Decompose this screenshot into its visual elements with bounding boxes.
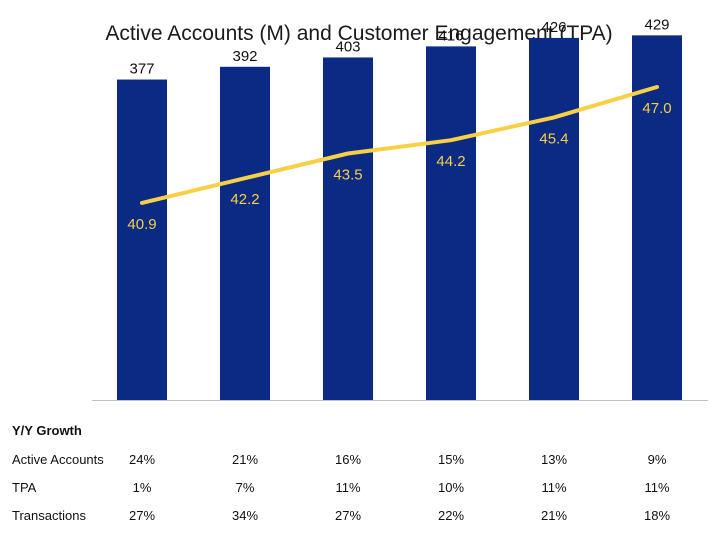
- bar-q1-22: [632, 35, 682, 400]
- growth-cell: 11%: [644, 480, 670, 495]
- bar-q4-20: [117, 79, 167, 401]
- growth-cell: 27%: [334, 508, 362, 523]
- tpa-series-line: [140, 85, 659, 205]
- chart-canvas: 377Q4-20392Q1-21403Q2-21416Q3-21426Q4-21…: [92, 16, 708, 401]
- growth-cell: 18%: [643, 508, 671, 523]
- growth-row-label: Active Accounts: [12, 452, 104, 467]
- growth-table-header: Y/Y Growth: [12, 423, 82, 438]
- growth-row-label: Transactions: [12, 508, 86, 523]
- bar-value-label: 416: [438, 27, 463, 44]
- growth-cell: 24%: [128, 452, 156, 467]
- bar-q1-21: [220, 66, 270, 401]
- growth-cell: 9%: [647, 452, 667, 467]
- bar-value-label: 429: [644, 16, 669, 33]
- growth-cell: 10%: [437, 480, 465, 495]
- growth-cell: 21%: [540, 508, 568, 523]
- tpa-value-label: 45.4: [539, 130, 568, 147]
- tpa-value-label: 43.5: [333, 167, 362, 184]
- growth-cell: 22%: [437, 508, 465, 523]
- bar-q2-21: [323, 57, 373, 400]
- growth-cell: 15%: [437, 452, 465, 467]
- bar-value-label: 377: [129, 61, 154, 78]
- growth-row-label: TPA: [12, 480, 37, 495]
- growth-cell: 21%: [231, 452, 259, 467]
- growth-cell: 11%: [541, 480, 567, 495]
- bar-value-label: 392: [232, 48, 257, 65]
- growth-cell: 11%: [335, 480, 361, 495]
- bar-q3-21: [426, 46, 476, 401]
- growth-cell: 34%: [231, 508, 259, 523]
- bar-value-label: 426: [541, 19, 566, 36]
- tpa-value-label: 40.9: [127, 216, 156, 233]
- growth-cell: 27%: [128, 508, 156, 523]
- tpa-value-label: 42.2: [230, 191, 259, 208]
- bar-q4-21: [529, 37, 579, 401]
- growth-cell: 16%: [334, 452, 362, 467]
- growth-cell: 1%: [132, 480, 152, 495]
- bar-value-label: 403: [335, 38, 360, 55]
- growth-cell: 13%: [540, 452, 568, 467]
- chart-title: Active Accounts (M) and Customer Engagem…: [105, 22, 613, 45]
- tpa-value-label: 47.0: [642, 100, 671, 117]
- growth-cell: 7%: [235, 480, 255, 495]
- tpa-value-label: 44.2: [436, 153, 465, 170]
